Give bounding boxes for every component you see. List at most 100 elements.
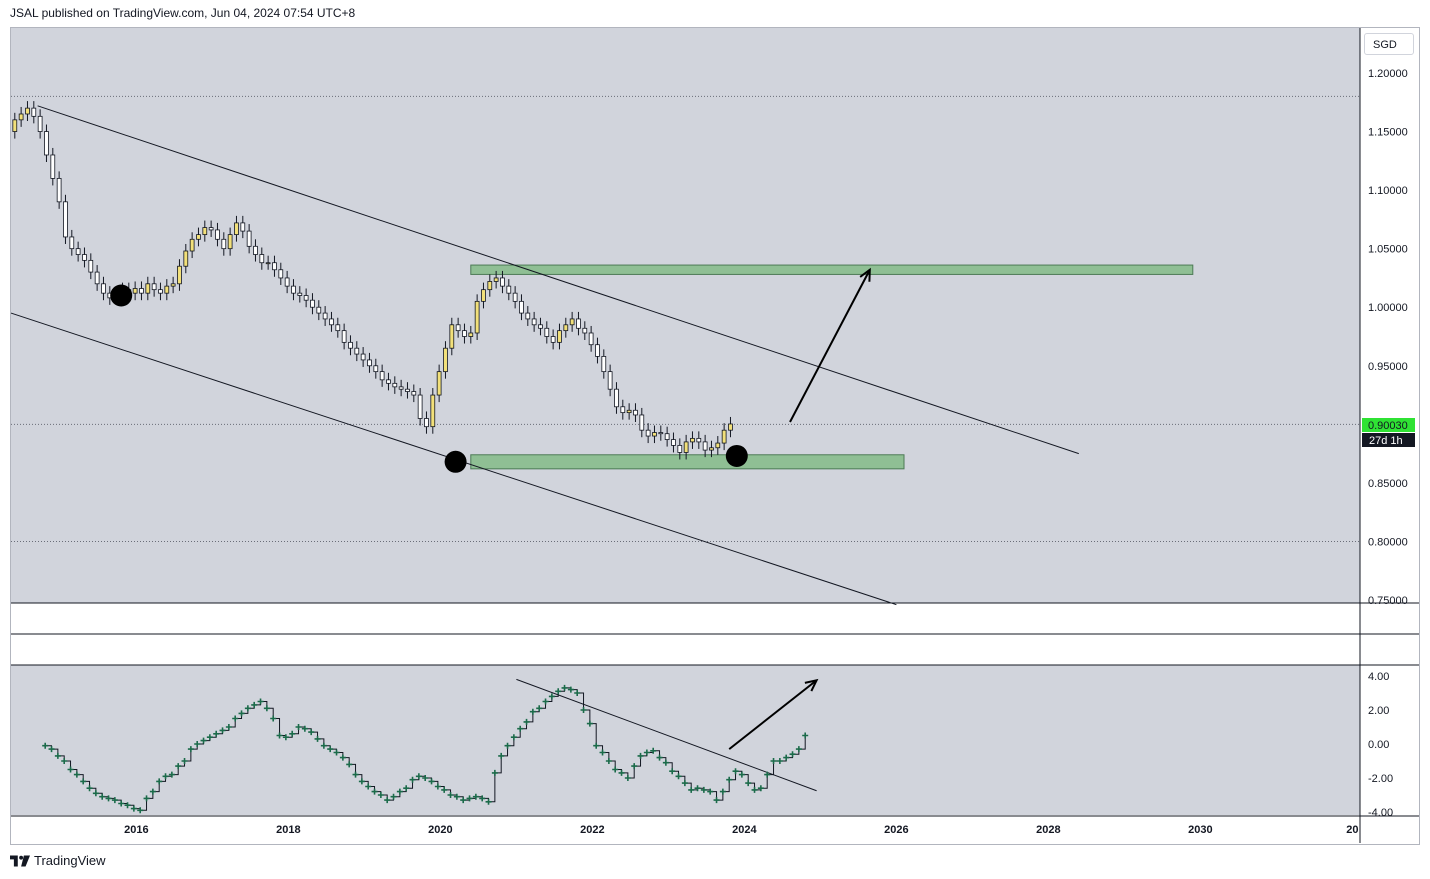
candle-body [728, 423, 733, 431]
candle-body [240, 222, 246, 232]
indicator-point [567, 686, 574, 693]
indicator-series [42, 684, 809, 814]
indicator-point [498, 752, 505, 759]
indicator-point [770, 758, 777, 764]
indicator-point [428, 778, 435, 785]
swing-low-marker [725, 444, 748, 467]
annotation-arrows[interactable] [728, 267, 871, 750]
candle-body [398, 386, 404, 390]
indicator-point [783, 754, 790, 761]
candle-body [303, 295, 309, 301]
candle-body [633, 409, 638, 416]
indicator-point [415, 773, 422, 780]
indicator-point [358, 778, 365, 785]
indicator-tick-label: -4.00 [1368, 807, 1393, 819]
candle-body [411, 391, 417, 396]
indicator-point [86, 785, 93, 792]
price-axis[interactable]: 1.20000 1.15000 1.10000 1.05000 1.00000 0.950… [1368, 68, 1408, 607]
indicator-point [124, 802, 131, 809]
time-axis[interactable]: 2016 2018 2020 2022 2024 2026 2028 2030 20 [124, 824, 1358, 836]
price-zones [470, 264, 1194, 470]
indicator-point [700, 786, 707, 793]
candle-body [506, 285, 512, 294]
indicator-point [105, 795, 112, 802]
indicator-point [301, 725, 308, 732]
candle-body [405, 388, 410, 392]
indicator-point [213, 730, 220, 737]
candle-body [322, 312, 328, 320]
indicator-point [776, 758, 783, 764]
candle-body [538, 324, 543, 329]
candle-body [227, 234, 233, 250]
indicator-point [726, 776, 733, 783]
indicator-pane-background [11, 665, 1360, 815]
indicator-tick-label: -2.00 [1368, 773, 1393, 785]
swing-low-marker [444, 450, 467, 473]
candle-body [392, 382, 398, 388]
indicator-point [643, 749, 650, 756]
candle-body [544, 327, 550, 337]
candle-body [424, 418, 429, 428]
price-tick-label: 0.80000 [1368, 536, 1408, 548]
price-trendline [37, 105, 1079, 455]
main-pane-background [11, 28, 1360, 603]
candle-body [164, 285, 170, 294]
indicator-point [536, 705, 543, 712]
candle-body [12, 119, 18, 132]
candle-body [386, 379, 391, 384]
candle-body [550, 336, 556, 343]
candle-body [132, 288, 138, 294]
candle-body [614, 388, 619, 408]
indicator-point [757, 785, 764, 792]
candle-body [709, 447, 714, 451]
indicator-point [54, 752, 61, 759]
candle-body [430, 394, 436, 428]
candle-body [702, 441, 708, 451]
indicator-point [137, 807, 144, 814]
indicator-point [738, 771, 745, 778]
indicator-point [675, 773, 682, 780]
indicator-point [270, 715, 277, 722]
indicator-point [656, 754, 663, 761]
indicator-point [365, 783, 372, 790]
indicator-point [257, 698, 264, 705]
indicator-point [764, 771, 771, 778]
indicator-point [308, 729, 315, 736]
indicator-point [732, 768, 739, 775]
indicator-point [751, 786, 758, 793]
indicator-point [795, 746, 802, 753]
indicator-point [650, 747, 657, 754]
indicator-point [149, 788, 156, 795]
time-tick-label: 2020 [428, 824, 452, 836]
footer[interactable]: TradingView [10, 853, 106, 868]
indicator-point [479, 795, 486, 802]
indicator-point [320, 742, 327, 749]
candle-body [246, 230, 252, 247]
indicator-point [175, 763, 182, 770]
time-tick-label: 2030 [1188, 824, 1212, 836]
support-resistance-zone [470, 454, 905, 470]
candle-body [474, 300, 480, 334]
candle-body [215, 229, 220, 240]
candle-body [177, 265, 182, 285]
indicator-point [688, 786, 695, 793]
currency-selector[interactable]: SGD [1364, 33, 1414, 55]
tradingview-logo-icon [10, 854, 30, 867]
indicator-point [282, 734, 289, 741]
indicator-tick-label: 2.00 [1368, 705, 1389, 717]
price-tick-label: 1.00000 [1368, 302, 1408, 314]
indicator-point [232, 715, 239, 722]
candle-body [493, 277, 499, 282]
indicator-axis[interactable]: 4.00 2.00 0.00 -2.00 -4.00 [1368, 671, 1393, 819]
price-tick-label: 1.05000 [1368, 244, 1408, 256]
candle-body [367, 359, 372, 367]
swing-low-markers [110, 284, 748, 473]
indicator-point [162, 773, 169, 780]
candle-body [139, 288, 144, 294]
candle-body [37, 115, 43, 132]
indicator-point [168, 771, 175, 778]
indicator-point [713, 797, 720, 804]
candle-body [101, 283, 106, 294]
candle-body [278, 269, 284, 279]
